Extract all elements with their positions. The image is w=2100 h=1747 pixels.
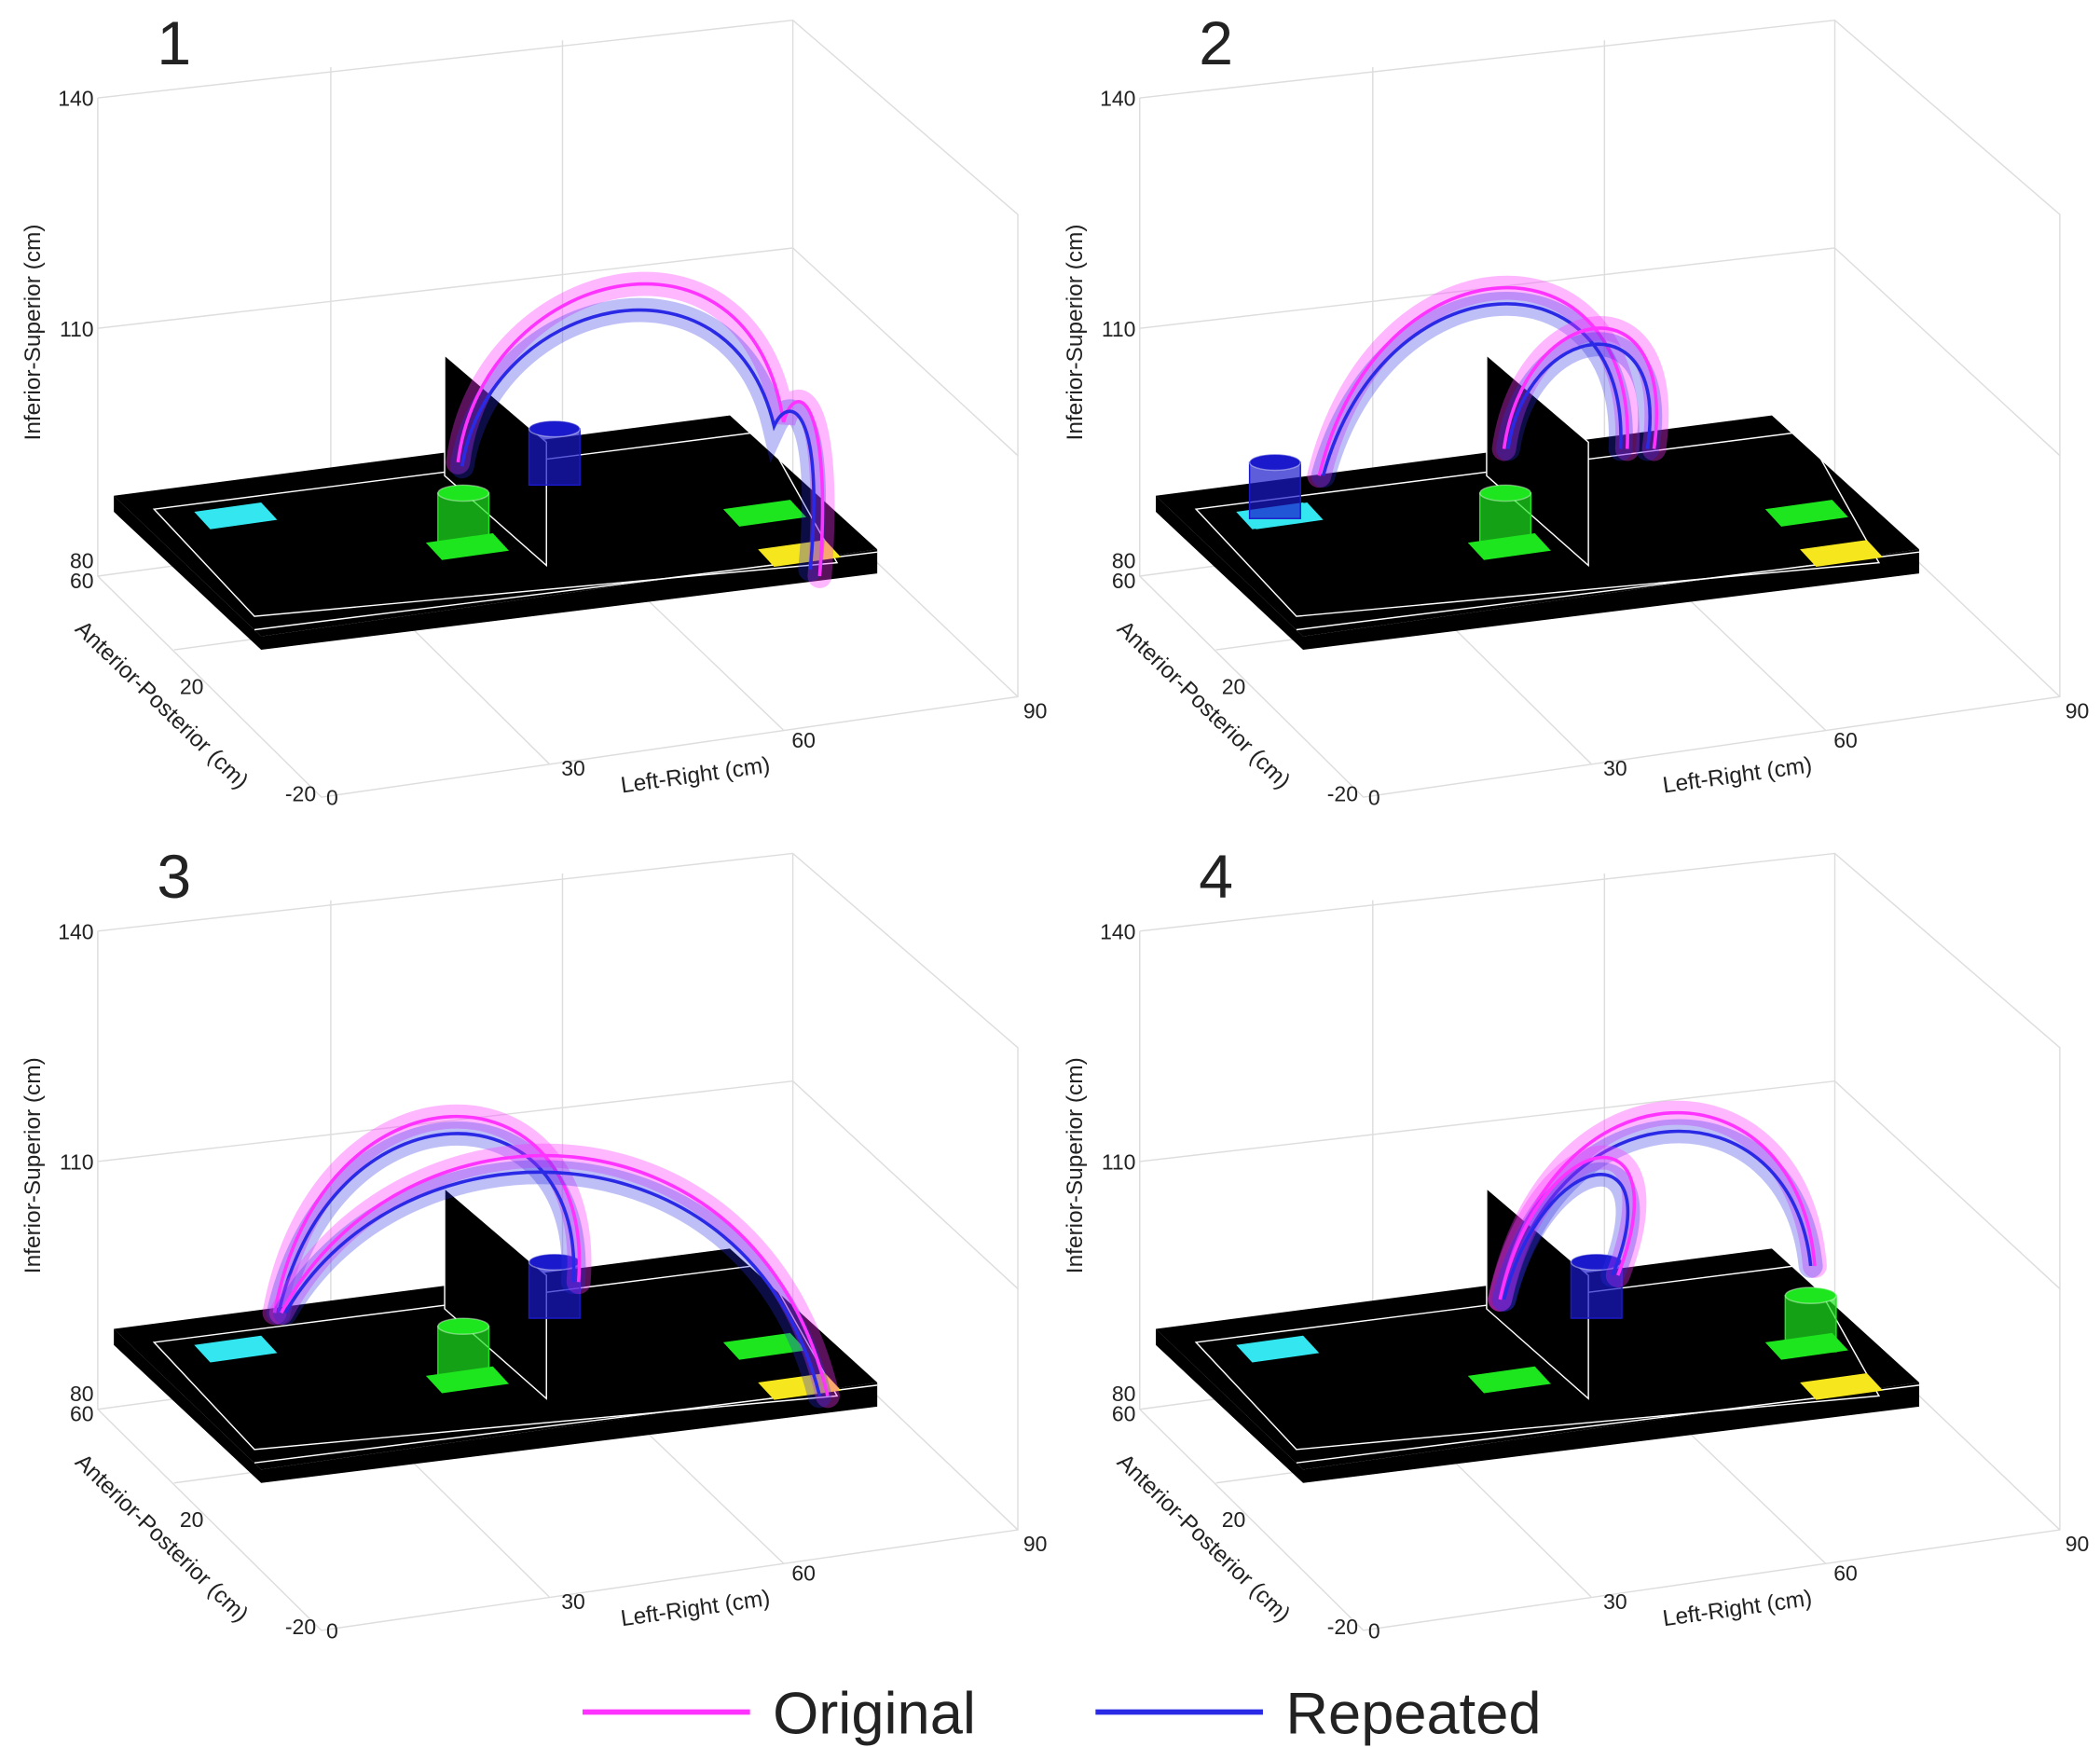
x-tick-label: 90 [1023, 1532, 1048, 1556]
cylinder-top [1250, 454, 1301, 470]
z-axis-title: Inferior-Superior (cm) [1063, 225, 1088, 441]
x-tick-label: 90 [2066, 1532, 2090, 1556]
box-edge [98, 21, 1018, 797]
cylinder-top [529, 420, 581, 436]
grid-line [793, 1081, 1018, 1289]
z-tick-label: 110 [1102, 1150, 1136, 1175]
x-tick-label: 0 [326, 1618, 338, 1643]
x-tick-label: 30 [561, 756, 585, 780]
box-edge [1140, 853, 2060, 1630]
legend-label: Repeated [1285, 1681, 1541, 1746]
z-tick-label: 140 [58, 87, 93, 111]
x-tick-label: 0 [326, 786, 338, 810]
x-tick-label: 30 [1603, 756, 1627, 780]
y-tick-label: 60 [1112, 569, 1136, 593]
y-tick-label: 20 [1222, 674, 1246, 698]
z-tick-label: 110 [1102, 317, 1136, 341]
z-tick-label: 140 [1100, 87, 1135, 111]
y-tick-label: -20 [285, 1615, 316, 1639]
x-tick-label: 30 [561, 1589, 585, 1614]
x-tick-label: 30 [1603, 1589, 1627, 1614]
z-tick-label: 140 [1100, 919, 1135, 943]
x-axis-title: Left-Right (cm) [1661, 1586, 1814, 1631]
y-tick-label: 60 [70, 1402, 94, 1426]
y-tick-label: 60 [70, 569, 94, 593]
x-tick-label: 60 [791, 1561, 816, 1586]
z-tick-label: 140 [58, 919, 93, 943]
figure: 1140110806020-200306090Inferior-Superior… [0, 0, 2100, 1747]
x-axis-title: Left-Right (cm) [1661, 752, 1814, 798]
x-axis-title: Left-Right (cm) [619, 1586, 772, 1631]
box-edge [1140, 21, 2060, 797]
cylinder-top [1480, 485, 1531, 501]
z-axis-title: Inferior-Superior (cm) [1063, 1057, 1088, 1273]
box-edge [98, 853, 1018, 1630]
x-tick-label: 60 [1833, 1561, 1858, 1586]
grid-line [1835, 1081, 2060, 1289]
x-tick-label: 60 [791, 728, 816, 752]
z-axis-title: Inferior-Superior (cm) [21, 225, 46, 441]
legend-label: Original [773, 1681, 976, 1746]
panel-label: 1 [157, 9, 191, 78]
y-tick-label: 20 [180, 1507, 204, 1532]
z-axis-title: Inferior-Superior (cm) [21, 1057, 46, 1273]
z-tick-label: 110 [60, 317, 94, 341]
y-tick-label: 20 [1222, 1507, 1246, 1532]
x-tick-label: 90 [2066, 698, 2090, 722]
grid-line [1835, 248, 2060, 456]
cylinder-top [438, 485, 489, 501]
panel-label: 2 [1199, 9, 1233, 78]
y-tick-label: -20 [1327, 1615, 1358, 1639]
y-tick-label: -20 [1327, 781, 1358, 805]
panel-label: 3 [157, 843, 191, 912]
x-tick-label: 60 [1833, 728, 1858, 752]
x-axis-title: Left-Right (cm) [619, 752, 772, 798]
y-tick-label: 20 [180, 674, 204, 698]
y-tick-label: -20 [285, 781, 316, 805]
z-tick-label: 110 [60, 1150, 94, 1175]
panel-label: 4 [1199, 843, 1233, 912]
x-tick-label: 0 [1368, 1618, 1380, 1643]
cylinder-top [1785, 1287, 1836, 1303]
cylinder-top [438, 1318, 489, 1334]
y-tick-label: 60 [1112, 1402, 1136, 1426]
x-tick-label: 0 [1368, 786, 1380, 810]
x-tick-label: 90 [1023, 698, 1048, 722]
panel: 1140110806020-200306090Inferior-Superior… [21, 9, 1047, 810]
